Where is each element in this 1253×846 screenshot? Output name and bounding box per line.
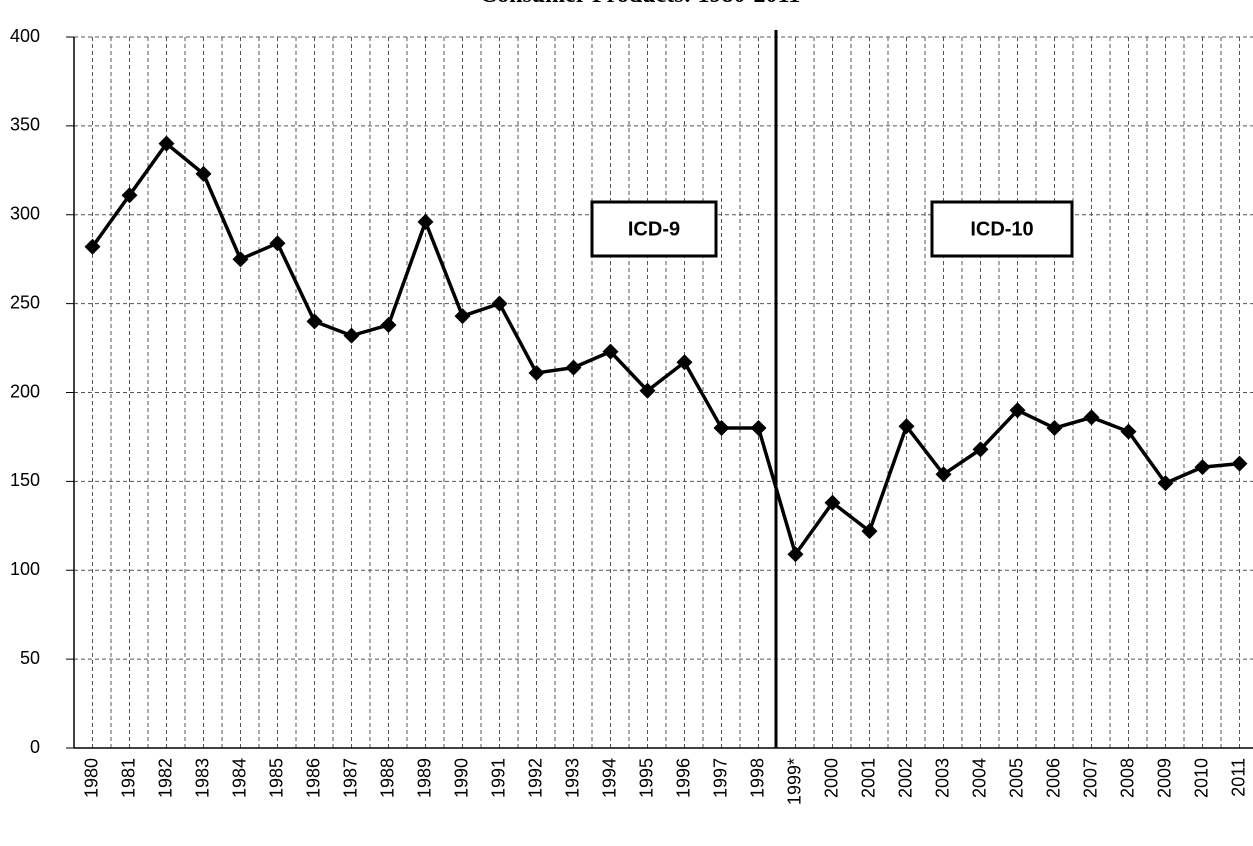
x-tick-label: 1992 <box>525 758 545 798</box>
x-tick-label: 2011 <box>1228 758 1248 797</box>
marker <box>1194 459 1211 476</box>
x-tick-label: 1982 <box>155 758 175 798</box>
x-tick-label: 1984 <box>229 758 249 798</box>
x-tick-label: 2009 <box>1154 758 1174 798</box>
x-tick-label: 2002 <box>895 758 915 798</box>
y-tick-label: 0 <box>30 737 40 757</box>
marker <box>565 359 582 376</box>
y-tick-label: 250 <box>10 292 40 312</box>
marker <box>195 165 212 182</box>
y-tick-label: 300 <box>10 204 40 224</box>
x-tick-label: 2001 <box>858 758 878 798</box>
x-tick-label: 1983 <box>192 758 212 798</box>
marker <box>380 316 397 333</box>
x-tick-label: 1994 <box>599 758 619 798</box>
x-tick-label: 2007 <box>1080 758 1100 798</box>
annotation-box <box>930 200 1074 258</box>
x-tick-label: 1988 <box>377 758 397 798</box>
x-tick-label: 2003 <box>932 758 952 798</box>
x-tick-label: 1998 <box>747 758 767 798</box>
marker <box>158 135 175 152</box>
marker <box>1157 475 1174 492</box>
marker <box>84 238 101 255</box>
marker <box>343 327 360 344</box>
marker <box>713 420 730 437</box>
marker <box>1120 423 1137 440</box>
x-tick-label: 2008 <box>1117 758 1137 798</box>
x-tick-label: 2005 <box>1006 758 1026 798</box>
annotation-box <box>590 200 718 258</box>
line <box>91 141 1240 557</box>
marker <box>121 187 138 204</box>
x-tick-label: 2006 <box>1043 758 1063 798</box>
marker <box>861 523 878 540</box>
x-tick-label: 1997 <box>710 758 730 798</box>
marker <box>750 420 767 437</box>
marker <box>528 364 545 381</box>
marker <box>491 295 508 312</box>
y-tick-label: 400 <box>10 26 40 46</box>
y-tick-label: 150 <box>10 470 40 490</box>
x-tick-label: 1999* <box>784 758 804 805</box>
marker <box>454 308 471 325</box>
marker <box>232 251 249 268</box>
y-tick-label: 50 <box>20 648 40 668</box>
x-tick-label: 1996 <box>673 758 693 798</box>
x-tick-label: 1990 <box>451 758 471 798</box>
annotation: ICD-10 <box>970 218 1033 240</box>
y-tick-label: 100 <box>10 559 40 579</box>
x-tick-label: 2000 <box>821 758 841 798</box>
marker <box>269 235 286 252</box>
marker <box>935 466 952 483</box>
x-tick-label: 2010 <box>1191 758 1211 798</box>
marker <box>639 382 656 399</box>
annotation: ICD-9 <box>628 218 680 240</box>
marker <box>417 213 434 230</box>
y-tick-label: 200 <box>10 381 40 401</box>
marker <box>306 313 323 330</box>
marker <box>787 546 804 563</box>
marker <box>898 418 915 435</box>
x-tick-label: 1985 <box>266 758 286 798</box>
x-tick-label: 2004 <box>969 758 989 798</box>
marker <box>1231 455 1248 472</box>
marker <box>1009 402 1026 419</box>
x-tick-label: 1995 <box>636 758 656 798</box>
marker <box>1046 420 1063 437</box>
x-tick-label: 1991 <box>488 758 508 798</box>
x-tick-label: 1986 <box>303 758 323 798</box>
x-tick-label: 1980 <box>81 758 101 798</box>
marker <box>824 494 841 511</box>
y-tick-label: 350 <box>10 115 40 135</box>
marker <box>972 441 989 458</box>
x-tick-label: 1989 <box>414 758 434 798</box>
marker <box>602 343 619 360</box>
x-tick-label: 1987 <box>340 758 360 798</box>
x-tick-label: 1981 <box>118 758 138 798</box>
grid <box>74 36 1253 749</box>
x-tick-label: 1993 <box>562 758 582 798</box>
chart-title: Consumer Products: 1980-2011 <box>480 0 800 8</box>
marker <box>1083 409 1100 426</box>
marker <box>676 354 693 371</box>
